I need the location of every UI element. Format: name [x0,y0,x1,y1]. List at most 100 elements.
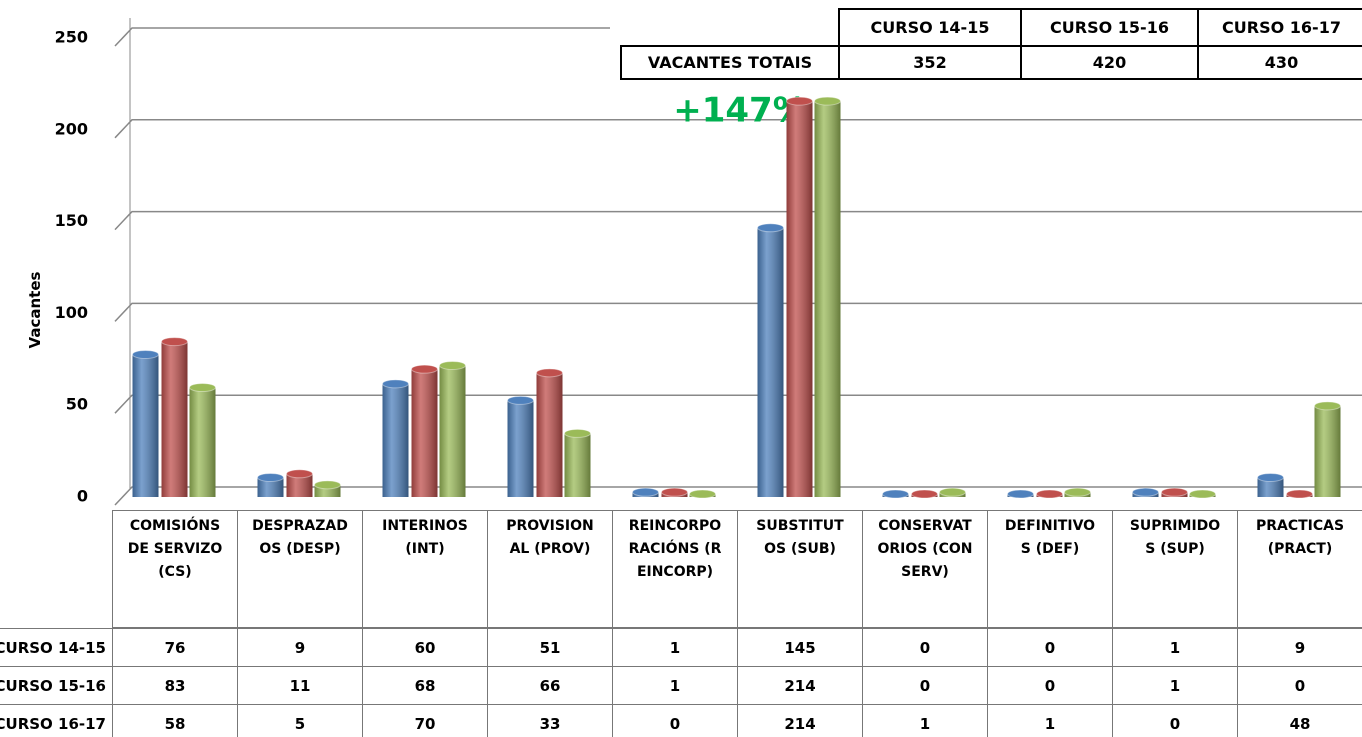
bar-cap [814,96,841,106]
y-tick-label: 50 [66,395,88,414]
bar-shade [439,365,466,497]
category-label: PRACTICAS (PRACT) [1237,510,1362,628]
category-label: DESPRAZADOS (DESP) [237,510,363,628]
y-tick-label: 100 [55,303,88,322]
series-label: CURSO 15-16 [0,666,113,705]
table-value: 145 [737,628,863,667]
bar-cap [189,383,216,393]
bar-cap [882,489,909,499]
bar-cap [286,469,313,479]
legend-entry: CURSO 14-15 [0,638,106,657]
category-label: REINCORPORACIÓNS (REINCORP) [612,510,738,628]
bar-cap [689,489,716,499]
table-value: 0 [987,628,1113,667]
bar-cap [564,428,591,438]
bar-cap [1161,487,1188,497]
legend-entry: CURSO 15-16 [0,676,106,695]
category-label: INTERINOS (INT) [362,510,488,628]
bar-cap [786,96,813,106]
bar-shade [1257,477,1284,497]
bar-shade [257,477,284,497]
table-value: 33 [487,704,613,737]
grid-line [114,302,1362,322]
totals-header: CURSO 16-17 [1197,8,1362,47]
totals-header: CURSO 14-15 [838,8,1022,47]
y-tick-label: 250 [55,28,88,47]
table-value: 1 [987,704,1113,737]
bar-cap [1286,489,1313,499]
totals-header: CURSO 15-16 [1020,8,1199,47]
bar-shade [382,383,409,497]
table-value: 0 [862,666,988,705]
series-label: CURSO 14-15 [0,628,113,667]
table-value: 0 [862,628,988,667]
table-value: 11 [237,666,363,705]
totals-label: VACANTES TOTAIS [620,45,840,80]
totals-value: 420 [1020,45,1199,80]
bar-cap [1314,401,1341,411]
table-value: 5 [237,704,363,737]
y-tick-label: 0 [77,487,88,506]
table-value: 70 [362,704,488,737]
bar-cap [1132,487,1159,497]
table-value: 0 [987,666,1113,705]
category-label: COMISIÓNS DE SERVIZO (CS) [112,510,238,628]
category-label: PROVISIONAL (PROV) [487,510,613,628]
category-label: CONSERVATORIOS (CONSERV) [862,510,988,628]
bar-shade [189,387,216,497]
table-value: 1 [612,628,738,667]
table-value: 214 [737,704,863,737]
bar-cap [1036,489,1063,499]
bar-shade [536,372,563,497]
grid-line [114,486,1362,506]
table-value: 0 [1112,704,1238,737]
grid-line [114,27,610,47]
bar-cap [939,487,966,497]
totals-value: 352 [838,45,1022,80]
series-label: CURSO 16-17 [0,704,113,737]
table-value: 214 [737,666,863,705]
table-value: 1 [612,666,738,705]
grid-line [114,119,1362,139]
grid-line [114,394,1362,414]
category-label: SUPRIMIDOS (SUP) [1112,510,1238,628]
bar-cap [1007,489,1034,499]
bar-cap [1064,487,1091,497]
category-label: DEFINITIVOS (DEF) [987,510,1113,628]
bar-shade [411,369,438,497]
table-value: 68 [362,666,488,705]
bar-cap [661,487,688,497]
bar-cap [536,368,563,378]
bar-cap [1257,472,1284,482]
bar-shade [1314,405,1341,497]
table-value: 9 [1237,628,1362,667]
bar-cap [632,487,659,497]
y-axis-label: Vacantes [26,271,44,348]
bar-cap [439,360,466,370]
bar-shade [564,433,591,497]
y-tick-label: 150 [55,211,88,230]
y-tick-label: 200 [55,119,88,138]
bar-cap [911,489,938,499]
table-value: 51 [487,628,613,667]
totals-value: 430 [1197,45,1362,80]
bar-shade [507,400,534,497]
bar-shade [132,354,159,497]
bar-cap [382,379,409,389]
table-value: 66 [487,666,613,705]
bar-cap [161,337,188,347]
annotation: +147% [673,91,807,131]
table-value: 58 [112,704,238,737]
bar-shade [161,341,188,497]
legend-entry: CURSO 16-17 [0,714,106,733]
bar-cap [257,472,284,482]
table-value: 1 [862,704,988,737]
table-value: 9 [237,628,363,667]
bar-shade [286,473,313,497]
bar-shade [786,101,813,497]
table-value: 1 [1112,628,1238,667]
bar-cap [757,223,784,233]
category-label: SUBSTITUTOS (SUB) [737,510,863,628]
